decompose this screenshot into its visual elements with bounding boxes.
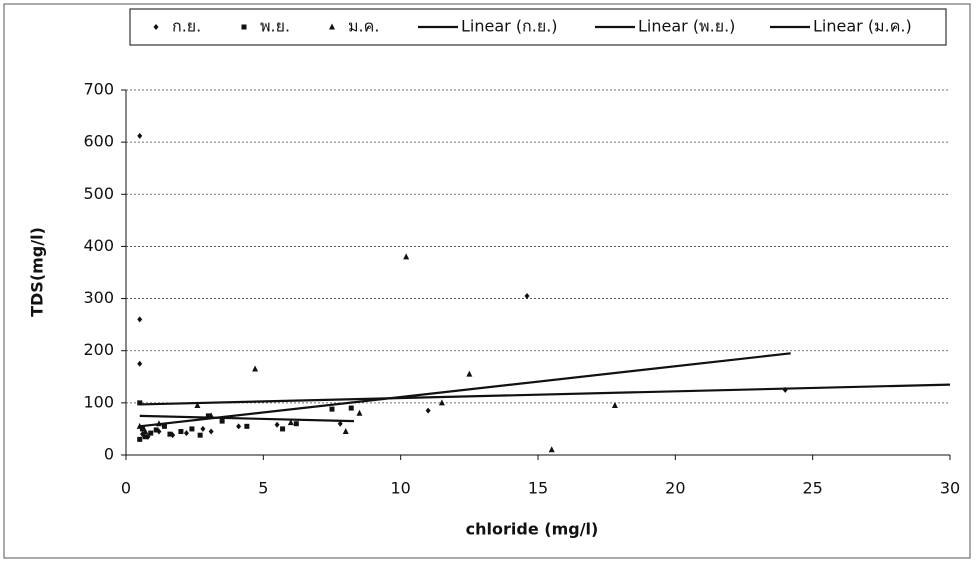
data-point xyxy=(183,430,189,437)
data-point xyxy=(244,423,250,429)
trendline xyxy=(139,352,791,428)
x-axis-title: chloride (mg/l) xyxy=(466,520,599,539)
legend-label: ก.ย. xyxy=(172,17,201,36)
chart-frame xyxy=(3,3,971,559)
data-point xyxy=(438,399,445,406)
data-point xyxy=(293,421,299,427)
data-point xyxy=(356,409,363,416)
data-point xyxy=(611,401,618,408)
data-point xyxy=(252,365,259,372)
legend-label: พ.ย. xyxy=(260,17,290,36)
data-point xyxy=(236,423,242,430)
x-tick-label: 30 xyxy=(940,479,960,498)
trendline xyxy=(139,414,355,423)
legend-label: ม.ค. xyxy=(348,17,379,36)
legend-marker xyxy=(241,24,247,30)
data-point xyxy=(197,432,203,438)
y-tick-label: 600 xyxy=(83,132,114,151)
y-tick-label: 300 xyxy=(83,288,114,307)
data-point xyxy=(208,428,214,435)
data-point xyxy=(142,434,148,440)
data-point xyxy=(200,425,206,432)
data-point xyxy=(219,418,225,424)
data-point xyxy=(153,427,159,433)
data-point xyxy=(329,406,335,412)
data-point xyxy=(137,400,143,406)
data-point xyxy=(137,316,143,323)
y-axis-title: TDS(mg/l) xyxy=(28,227,47,317)
x-tick-label: 0 xyxy=(121,479,131,498)
data-point xyxy=(137,436,143,442)
data-point xyxy=(274,421,280,428)
data-point xyxy=(142,428,149,435)
data-point xyxy=(161,423,167,429)
data-point xyxy=(287,419,294,426)
y-tick-label: 100 xyxy=(83,392,114,411)
data-point xyxy=(167,431,173,437)
data-point xyxy=(280,426,286,432)
data-point xyxy=(342,428,349,435)
y-tick-label: 400 xyxy=(83,236,114,255)
data-point xyxy=(139,426,145,432)
x-tick-label: 15 xyxy=(528,479,548,498)
data-point xyxy=(194,401,201,408)
data-point xyxy=(548,446,555,453)
data-point xyxy=(148,430,154,436)
x-tick-label: 10 xyxy=(390,479,410,498)
data-point xyxy=(137,360,143,367)
data-point xyxy=(466,370,473,377)
data-point xyxy=(189,426,195,432)
legend-label: Linear (ก.ย.) xyxy=(461,17,558,36)
data-point xyxy=(403,253,410,260)
x-tick-label: 25 xyxy=(802,479,822,498)
data-point xyxy=(205,413,211,419)
y-tick-label: 500 xyxy=(83,184,114,203)
data-point xyxy=(178,429,184,435)
y-tick-label: 700 xyxy=(83,80,114,99)
x-tick-label: 5 xyxy=(258,479,268,498)
legend-label: Linear (พ.ย.) xyxy=(638,17,735,36)
legend-label: Linear (ม.ค.) xyxy=(813,17,912,36)
data-point xyxy=(524,292,530,299)
data-point xyxy=(137,132,143,139)
y-tick-label: 200 xyxy=(83,340,114,359)
y-tick-label: 0 xyxy=(104,445,114,464)
trendline xyxy=(139,383,951,406)
data-point xyxy=(425,407,431,414)
data-point xyxy=(348,405,354,411)
legend-marker xyxy=(153,24,159,30)
data-point xyxy=(337,420,343,427)
legend-marker xyxy=(329,23,335,30)
x-tick-label: 20 xyxy=(665,479,685,498)
